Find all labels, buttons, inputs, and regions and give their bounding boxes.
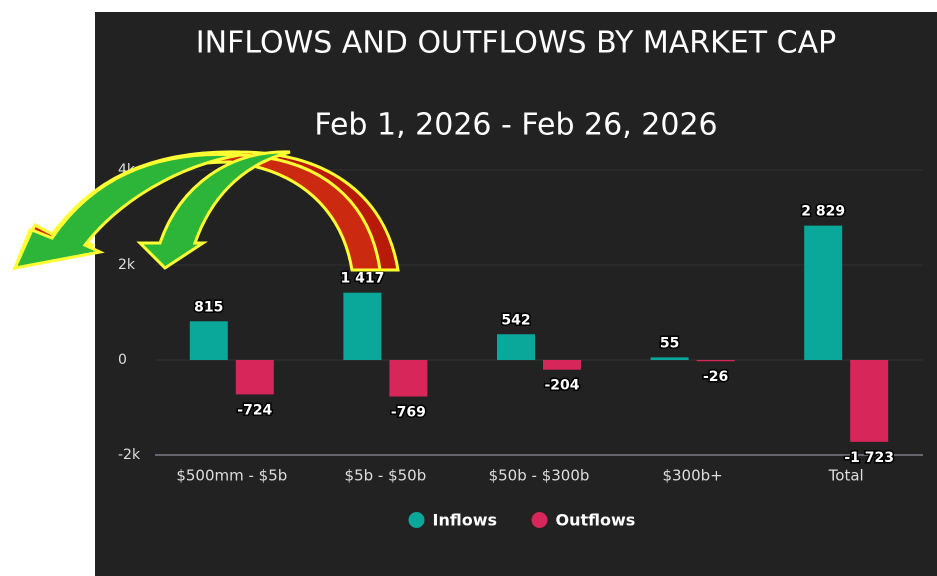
chart-subtitle: Feb 1, 2026 - Feb 26, 2026 <box>314 108 717 143</box>
x-tick-label: $50b - $300b <box>489 467 590 485</box>
x-tick-label: $5b - $50b <box>345 467 427 485</box>
x-tick-label: $300b+ <box>662 467 722 485</box>
chart-title: INFLOWS AND OUTFLOWS BY MARKET CAP <box>196 26 836 61</box>
bar <box>343 292 382 360</box>
bar <box>804 225 843 360</box>
x-tick-label: $500mm - $5b <box>176 467 287 485</box>
y-tick-label: 0 <box>118 352 127 368</box>
value-label: -769 <box>391 405 426 421</box>
bar <box>543 360 581 370</box>
y-tick-label: -2k <box>118 447 141 463</box>
value-label: -1 723 <box>844 450 894 466</box>
bar <box>389 360 428 397</box>
value-label: 542 <box>501 312 530 328</box>
legend: Inflows Outflows <box>408 511 636 530</box>
annotation-arrows <box>12 150 400 272</box>
legend-marker <box>408 512 425 528</box>
value-label: -724 <box>237 402 272 418</box>
bar <box>850 360 889 442</box>
value-label: 55 <box>660 335 679 351</box>
value-label: -26 <box>703 369 728 385</box>
value-label: 815 <box>194 299 223 315</box>
value-label: 2 829 <box>801 204 845 220</box>
legend-label: Inflows <box>433 511 498 530</box>
bar <box>650 357 689 360</box>
y-tick-label: 2k <box>118 257 136 273</box>
bar <box>235 360 274 395</box>
chart-background <box>95 12 937 576</box>
bar <box>497 334 535 360</box>
value-label: -204 <box>544 378 579 394</box>
arrow-green-right <box>136 150 291 270</box>
legend-marker <box>531 512 548 528</box>
arrow-green-left <box>12 152 241 271</box>
legend-label: Outflows <box>556 511 636 530</box>
bar <box>696 360 735 362</box>
x-tick-label: Total <box>828 467 864 485</box>
value-label: 1 417 <box>340 271 384 287</box>
bar <box>189 321 228 360</box>
